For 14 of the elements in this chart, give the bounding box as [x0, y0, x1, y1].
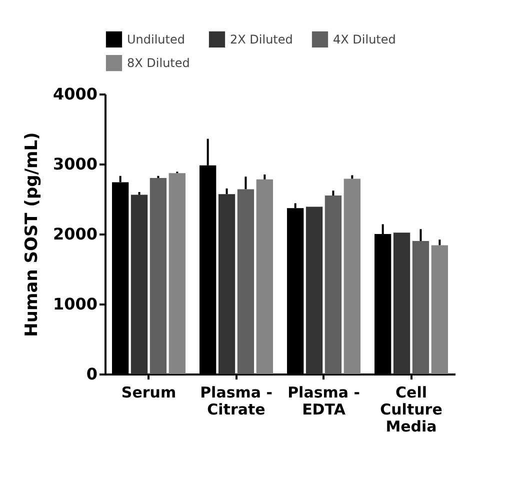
x-tick-label: Plasma - Citrate: [200, 384, 272, 418]
y-tick-label: 2000: [52, 224, 98, 244]
y-axis-title: Human SOST (pg/mL): [22, 132, 42, 337]
y-tick-label: 3000: [52, 154, 98, 174]
legend-label: 8X Diluted: [127, 56, 190, 70]
legend-label: Undiluted: [127, 32, 185, 46]
y-tick-label: 4000: [52, 84, 98, 104]
legend-label: 2X Diluted: [230, 32, 293, 46]
x-tick-label: Plasma - EDTA: [288, 384, 360, 418]
y-tick-label: 1000: [52, 294, 98, 314]
x-tick-label: Serum: [121, 384, 176, 402]
legend-label: 4X Diluted: [333, 32, 396, 46]
x-tick-label: Cell Culture Media: [380, 384, 442, 436]
y-tick-label: 0: [86, 364, 98, 384]
